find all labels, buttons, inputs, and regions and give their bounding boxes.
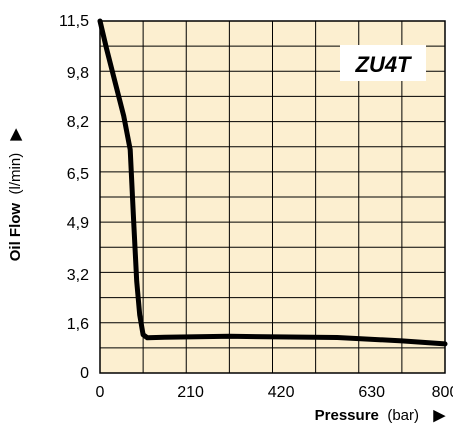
y-axis-label: Oil Flow (l/min) ▶ (7, 127, 24, 261)
y-tick-label: 6,5 (67, 166, 89, 183)
x-tick-label: 630 (358, 384, 385, 401)
x-axis-label-main: Pressure (315, 407, 379, 424)
series-line (97, 18, 448, 347)
y-tick-label: 1,6 (67, 316, 89, 333)
y-axis-arrow-icon: ▶ (7, 127, 24, 141)
y-tick-label: 0 (80, 365, 89, 382)
model-label-box: ZU4T (340, 45, 426, 81)
y-tick-labels: 0 1,6 3,2 4,9 6,5 8,2 9,8 11,5 (59, 13, 89, 382)
x-tick-label: 210 (177, 384, 204, 401)
y-tick-label: 8,2 (67, 114, 89, 131)
y-axis-label-unit: (l/min) (7, 153, 24, 195)
y-tick-label: 9,8 (67, 65, 89, 82)
gridlines (100, 21, 445, 373)
y-tick-label: 11,5 (59, 13, 89, 30)
x-tick-labels: 0 210 420 630 800 (96, 384, 453, 401)
x-tick-label: 800 (432, 384, 453, 401)
y-tick-label: 3,2 (67, 267, 89, 284)
y-tick-label: 4,9 (67, 215, 89, 232)
x-tick-label: 0 (96, 384, 105, 401)
plot-frame (99, 20, 446, 374)
y-axis-label-main: Oil Flow (7, 203, 24, 262)
x-axis-label: Pressure (bar) ▶ (315, 407, 447, 424)
x-axis-label-unit: (bar) (387, 407, 419, 424)
x-axis-arrow-icon: ▶ (432, 407, 446, 424)
model-label: ZU4T (355, 52, 413, 77)
x-tick-label: 420 (268, 384, 295, 401)
